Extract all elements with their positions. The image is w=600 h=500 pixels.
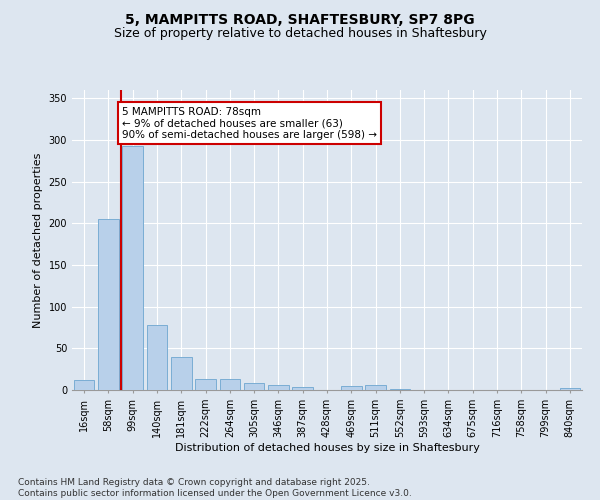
Bar	[171, 356, 191, 390]
Text: 5 MAMPITTS ROAD: 78sqm
← 9% of detached houses are smaller (63)
90% of semi-deta: 5 MAMPITTS ROAD: 78sqm ← 9% of detached …	[122, 106, 377, 140]
Bar	[195, 379, 216, 390]
Bar	[98, 219, 119, 390]
Y-axis label: Number of detached properties: Number of detached properties	[33, 152, 43, 328]
Bar	[74, 380, 94, 390]
Text: Contains HM Land Registry data © Crown copyright and database right 2025.
Contai: Contains HM Land Registry data © Crown c…	[18, 478, 412, 498]
Text: 5, MAMPITTS ROAD, SHAFTESBURY, SP7 8PG: 5, MAMPITTS ROAD, SHAFTESBURY, SP7 8PG	[125, 12, 475, 26]
Bar	[220, 379, 240, 390]
Text: Size of property relative to detached houses in Shaftesbury: Size of property relative to detached ho…	[113, 28, 487, 40]
Bar	[244, 384, 265, 390]
Bar	[560, 388, 580, 390]
Bar	[389, 389, 410, 390]
Bar	[365, 385, 386, 390]
Bar	[341, 386, 362, 390]
Bar	[146, 325, 167, 390]
Bar	[292, 386, 313, 390]
Bar	[122, 146, 143, 390]
Bar	[268, 385, 289, 390]
X-axis label: Distribution of detached houses by size in Shaftesbury: Distribution of detached houses by size …	[175, 442, 479, 452]
